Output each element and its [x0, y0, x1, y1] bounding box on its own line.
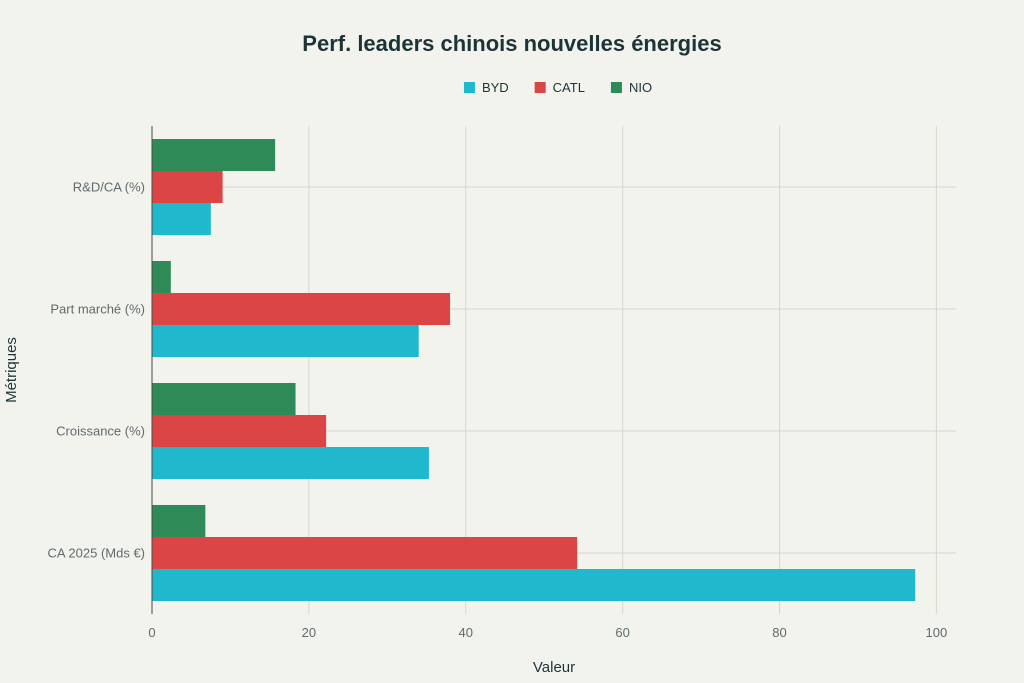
x-tick-label: 0 — [148, 625, 155, 640]
bar-nio-croissance — [152, 383, 296, 415]
x-tick-label: 20 — [302, 625, 316, 640]
bar-nio-ca-2025-mds — [152, 505, 206, 537]
y-tick-labels: R&D/CA (%) Part marché (%) Croissance (%) C… — [47, 180, 145, 561]
bar-nio-r-d-ca — [152, 139, 276, 171]
bar-nio-part-march — [152, 261, 171, 293]
x-tick-label: 60 — [615, 625, 629, 640]
legend-item-catl: CATL — [534, 80, 585, 95]
x-axis-title: Valeur — [533, 659, 575, 676]
bar-catl-part-march — [152, 293, 451, 325]
legend: BYD CATL NIO — [463, 80, 652, 95]
bar-catl-croissance — [152, 415, 327, 447]
legend-swatch — [534, 82, 546, 93]
x-tick-label: 80 — [772, 625, 786, 640]
bars — [152, 139, 916, 601]
x-tick-label: 100 — [926, 625, 948, 640]
legend-swatch — [463, 82, 475, 93]
x-tick-labels: 0 20 40 60 80 100 — [148, 625, 947, 640]
legend-label: CATL — [553, 80, 585, 95]
y-tick-label: Croissance (%) — [56, 424, 145, 439]
y-tick-label: Part marché (%) — [50, 302, 145, 317]
bar-byd-ca-2025-mds — [152, 569, 916, 601]
bar-byd-part-march — [152, 325, 419, 357]
legend-label: NIO — [629, 80, 652, 95]
bar-byd-r-d-ca — [152, 203, 211, 235]
chart-title: Perf. leaders chinois nouvelles énergies — [302, 31, 721, 56]
legend-item-nio: NIO — [610, 80, 652, 95]
bar-catl-ca-2025-mds — [152, 537, 578, 569]
x-tick-label: 40 — [459, 625, 473, 640]
legend-item-byd: BYD — [463, 80, 509, 95]
y-tick-label: CA 2025 (Mds €) — [47, 546, 145, 561]
bar-byd-croissance — [152, 447, 429, 479]
legend-label: BYD — [482, 80, 509, 95]
y-axis-title: Métriques — [3, 337, 20, 403]
legend-swatch — [610, 82, 622, 93]
y-tick-label: R&D/CA (%) — [73, 180, 145, 195]
bar-catl-r-d-ca — [152, 171, 223, 203]
